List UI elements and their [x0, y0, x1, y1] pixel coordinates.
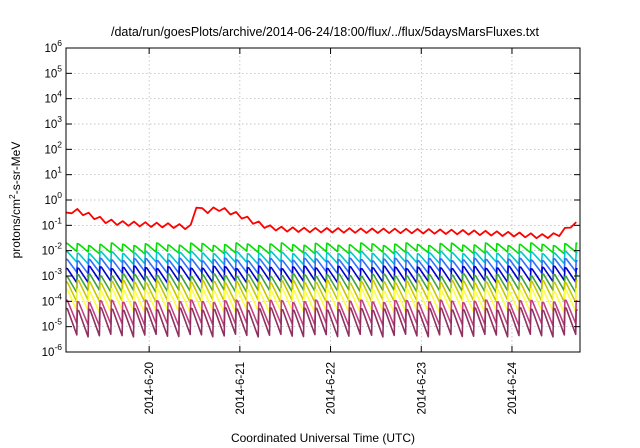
series-line [65, 250, 578, 266]
y-tick-label: 10-6 [42, 342, 63, 359]
y-tick-label: 104 [44, 89, 62, 106]
y-tick-base: 10 [44, 43, 57, 55]
series-group [65, 206, 578, 338]
y-tick-exponent: 2 [57, 139, 62, 149]
y-tick-exponent: 0 [57, 190, 62, 200]
y-tick-exponent: 3 [57, 114, 62, 124]
x-tick-label: 2014-6-24 [507, 361, 519, 414]
y-tick-exponent: -4 [54, 291, 62, 301]
y-axis-label-rest: -s-sr-MeV [9, 142, 23, 195]
y-tick-base: 10 [42, 271, 55, 283]
y-tick-exponent: 5 [57, 63, 62, 73]
y-tick-base: 10 [44, 68, 57, 80]
y-tick-base: 10 [42, 322, 55, 334]
axes: 10-610-510-410-310-210-11001011021031041… [42, 38, 580, 414]
grid-lines [66, 48, 580, 352]
x-tick-label: 2014-6-22 [326, 362, 338, 414]
x-axis-label: Coordinated Universal Time (UTC) [231, 431, 415, 445]
y-tick-label: 10-3 [42, 266, 63, 283]
chart-title: /data/run/goesPlots/archive/2014-06-24/1… [111, 25, 540, 39]
y-tick-label: 10-4 [42, 291, 63, 308]
y-tick-exponent: 1 [57, 165, 62, 175]
y-tick-exponent: -1 [54, 215, 62, 225]
y-tick-exponent: -3 [54, 266, 62, 276]
y-tick-label: 10-5 [42, 317, 63, 334]
y-tick-label: 103 [44, 114, 62, 131]
y-tick-label: 105 [44, 63, 62, 80]
series-line [65, 242, 578, 255]
y-tick-label: 102 [44, 139, 62, 156]
y-tick-base: 10 [42, 220, 55, 232]
y-axis-label: protons/cm2-s-sr-MeV [7, 142, 23, 259]
y-tick-exponent: -2 [54, 241, 62, 251]
y-tick-exponent: -5 [54, 317, 62, 327]
y-tick-label: 101 [44, 165, 62, 182]
y-tick-label: 100 [44, 190, 62, 207]
y-tick-label: 10-1 [42, 215, 63, 232]
y-tick-base: 10 [42, 296, 55, 308]
y-tick-base: 10 [44, 195, 57, 207]
y-axis-label-base: protons/cm [9, 199, 23, 258]
y-tick-base: 10 [42, 246, 55, 258]
y-tick-base: 10 [44, 144, 57, 156]
series-line [65, 206, 577, 240]
y-tick-base: 10 [42, 347, 55, 359]
y-tick-exponent: -6 [54, 342, 62, 352]
y-axis-label-sup: 2 [7, 194, 17, 199]
y-tick-exponent: 6 [57, 38, 62, 48]
y-tick-base: 10 [44, 170, 57, 182]
y-tick-label: 10-2 [42, 241, 63, 258]
y-tick-base: 10 [44, 94, 57, 106]
series-line [65, 306, 578, 338]
y-tick-label: 106 [44, 38, 62, 55]
y-tick-exponent: 4 [57, 89, 62, 99]
x-tick-label: 2014-6-23 [416, 362, 428, 414]
y-tick-base: 10 [44, 119, 57, 131]
x-tick-label: 2014-6-21 [235, 362, 247, 414]
x-tick-label: 2014-6-20 [144, 362, 156, 414]
